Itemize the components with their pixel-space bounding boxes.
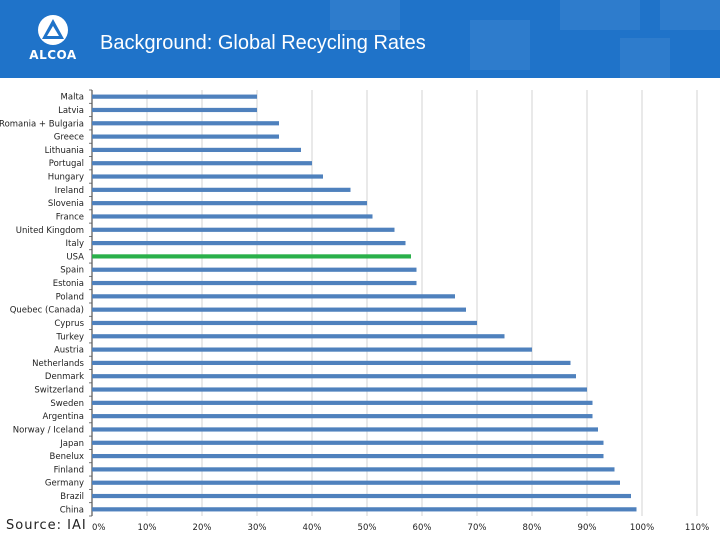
decorative-tile — [560, 0, 640, 30]
header-banner: ALCOA Background: Global Recycling Rates — [0, 0, 720, 78]
category-label: Lithuania — [45, 146, 84, 156]
x-tick-label: 100% — [630, 523, 654, 533]
x-tick-label: 50% — [358, 523, 377, 533]
category-label: Quebec (Canada) — [10, 306, 84, 316]
category-label: France — [56, 212, 84, 222]
chart-bars — [92, 94, 637, 512]
category-label: Latvia — [58, 106, 84, 116]
x-tick-label: 10% — [138, 523, 157, 533]
category-label: Finland — [54, 465, 84, 475]
bar-hungary — [92, 174, 323, 179]
category-label: Japan — [59, 439, 84, 449]
category-label: Malta — [61, 93, 84, 103]
category-label: Austria — [54, 346, 84, 356]
bar-denmark — [92, 374, 576, 379]
category-label: Hungary — [48, 173, 84, 183]
x-tick-label: 60% — [413, 523, 432, 533]
bar-lithuania — [92, 147, 301, 153]
decorative-tile — [620, 38, 670, 78]
x-tick-label: 0% — [92, 523, 106, 533]
bar-france — [92, 214, 373, 219]
bar-quebec-canada — [92, 307, 466, 312]
category-label: Argentina — [43, 412, 84, 422]
decorative-tile — [660, 0, 720, 30]
category-label: Sweden — [50, 399, 84, 409]
bar-norway-iceland — [92, 427, 598, 432]
bar-poland — [92, 294, 455, 299]
category-label: China — [60, 505, 84, 515]
chart-category-labels: Malta Latvia Romania + Bulgaria Greece Lithu… — [0, 93, 85, 516]
category-label: Cyprus — [54, 319, 84, 329]
bar-latvia — [92, 107, 257, 113]
bar-netherlands — [92, 360, 571, 366]
bar-austria — [92, 347, 532, 352]
bar-benelux — [92, 453, 604, 459]
bar-ireland — [92, 187, 351, 192]
category-label: Slovenia — [48, 199, 84, 209]
source-label: Source: IAI — [6, 518, 87, 533]
category-label: USA — [66, 252, 84, 262]
bar-spain — [92, 267, 417, 272]
x-tick-label: 110% — [685, 523, 709, 533]
category-label: Turkey — [55, 332, 84, 342]
bar-germany — [92, 480, 620, 485]
category-label: Norway / Iceland — [13, 425, 84, 435]
bar-usa — [92, 254, 411, 259]
bar-japan — [92, 440, 604, 445]
x-tick-label: 40% — [303, 523, 322, 533]
bar-sweden — [92, 400, 593, 405]
bar-united-kingdom — [92, 227, 395, 232]
category-label: Greece — [54, 133, 84, 143]
x-tick-label: 80% — [523, 523, 542, 533]
bar-italy — [92, 240, 406, 246]
category-label: Germany — [45, 479, 84, 489]
alcoa-logo: ALCOA — [22, 14, 84, 70]
category-label: Italy — [66, 239, 84, 249]
bar-cyprus — [92, 320, 477, 326]
category-label: Romania + Bulgaria — [0, 119, 84, 129]
category-label: Benelux — [50, 452, 84, 462]
chart-gridlines — [89, 89, 698, 517]
category-label: Portugal — [49, 159, 84, 169]
alcoa-triangle-icon — [38, 15, 68, 45]
bar-malta — [92, 94, 257, 99]
page-title: Background: Global Recycling Rates — [100, 32, 426, 54]
category-label: Ireland — [55, 186, 84, 196]
category-label: Poland — [56, 292, 84, 302]
bar-portugal — [92, 161, 312, 166]
bar-china — [92, 507, 637, 512]
logo-text: ALCOA — [29, 48, 77, 62]
bar-argentina — [92, 414, 593, 419]
bar-romania-bulgaria — [92, 121, 279, 126]
bar-brazil — [92, 493, 631, 499]
category-label: Netherlands — [32, 359, 84, 369]
bar-estonia — [92, 280, 417, 286]
bar-greece — [92, 134, 279, 139]
bar-switzerland — [92, 387, 587, 392]
decorative-tile — [330, 0, 400, 30]
x-tick-label: 30% — [248, 523, 267, 533]
category-label: Brazil — [60, 492, 84, 502]
bar-turkey — [92, 334, 505, 339]
chart-x-tick-labels: 0% 10% 20% 30% 40% 50% 60% 70% 80% 90% 100% 110% — [92, 523, 709, 533]
x-tick-label: 20% — [193, 523, 212, 533]
x-tick-label: 70% — [468, 523, 487, 533]
category-label: Denmark — [45, 372, 84, 382]
bar-finland — [92, 467, 615, 472]
x-tick-label: 90% — [578, 523, 597, 533]
bar-slovenia — [92, 201, 367, 206]
decorative-tile — [470, 20, 530, 70]
category-label: Spain — [60, 266, 84, 276]
category-label: Switzerland — [34, 386, 84, 396]
category-label: Estonia — [53, 279, 84, 289]
category-label: United Kingdom — [16, 226, 84, 236]
